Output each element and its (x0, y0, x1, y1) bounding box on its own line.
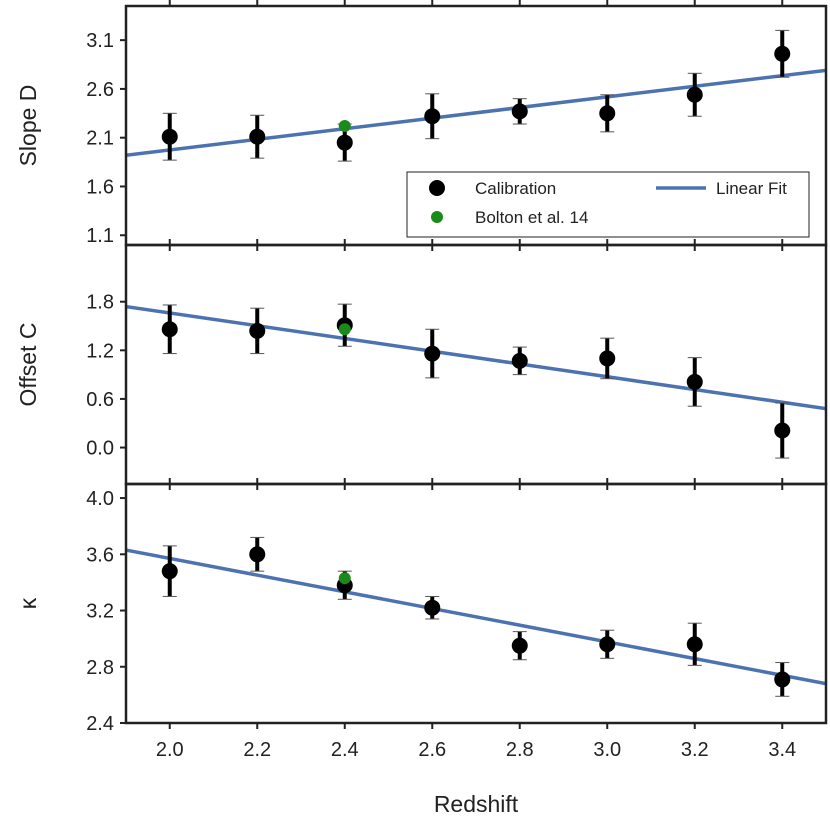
legend-label-bolton: Bolton et al. 14 (475, 208, 588, 227)
y-tick-label: 2.8 (86, 657, 114, 679)
calibration-point (774, 45, 791, 62)
legend-label-calibration: Calibration (475, 179, 556, 198)
y-tick-label: 0.6 (86, 389, 114, 411)
calibration-point (424, 345, 441, 362)
calibration-point (249, 322, 266, 339)
legend-marker-bolton (431, 211, 443, 223)
y-tick-label: 1.8 (86, 292, 114, 314)
y-tick-label: 0.0 (86, 438, 114, 460)
legend-box (406, 171, 810, 238)
y-tick-label: 3.2 (86, 601, 114, 623)
x-tick-label: 2.6 (418, 739, 446, 761)
calibration-point (599, 105, 616, 122)
calibration-point (424, 599, 441, 616)
y-axis-label: Slope D (15, 85, 41, 167)
calibration-point (511, 352, 528, 369)
bolton-point (338, 119, 351, 132)
calibration-point (686, 86, 703, 103)
calibration-point (599, 636, 616, 653)
panel-slope-d: 1.1 1.6 2.1 2.6 3.1 Slope D (15, 0, 828, 251)
panels-layer: 1.1 1.6 2.1 2.6 3.1 Slope D 0.0 0.6 1.2 1.8 Offset… (15, 0, 828, 735)
legend: Calibration Bolton et al. 14 Linear Fit (406, 171, 810, 238)
x-tick-label: 2.2 (243, 739, 271, 761)
y-tick-label: 1.2 (86, 340, 114, 362)
x-tick-label: 3.0 (593, 739, 621, 761)
y-tick-label: 2.1 (86, 128, 114, 150)
y-tick-label: 2.4 (86, 713, 114, 735)
calibration-point (774, 422, 791, 439)
calibration-point (424, 108, 441, 125)
y-axis-label: κ (15, 597, 41, 609)
y-tick-label: 3.6 (86, 544, 114, 566)
legend-marker-calibration (429, 180, 445, 196)
calibration-point (686, 636, 703, 653)
panel-kappa: 2.4 2.8 3.2 3.6 4.0 κ (15, 478, 828, 735)
y-axis-label: Offset C (15, 323, 41, 407)
calibration-point (774, 671, 791, 688)
y-tick-label: 4.0 (86, 488, 114, 510)
calibration-point (249, 546, 266, 563)
calibration-point (336, 134, 353, 151)
calibration-point (161, 128, 178, 145)
panel-frame (124, 482, 828, 725)
x-axis: 2.0 2.2 2.4 2.6 2.8 3.0 3.2 3.4 Redshift (156, 739, 796, 817)
x-tick-label: 3.2 (681, 739, 709, 761)
bolton-point (338, 572, 351, 585)
calibration-point (511, 103, 528, 120)
y-tick-label: 1.6 (86, 176, 114, 198)
y-tick-label: 3.1 (86, 30, 114, 52)
calibration-point (161, 321, 178, 338)
bolton-point (338, 323, 351, 336)
legend-label-linear-fit: Linear Fit (716, 179, 787, 198)
calibration-point (161, 563, 178, 580)
panel-offset-c: 0.0 0.6 1.2 1.8 Offset C (15, 239, 828, 490)
x-tick-label: 2.0 (156, 739, 184, 761)
fit-line (126, 304, 826, 411)
x-axis-label: Redshift (434, 791, 519, 817)
x-tick-label: 2.4 (331, 739, 359, 761)
calibration-point (686, 373, 703, 390)
fit-line (126, 68, 826, 157)
y-tick-label: 2.6 (86, 79, 114, 101)
y-tick-label: 1.1 (86, 225, 114, 247)
x-tick-label: 3.4 (768, 739, 796, 761)
calibration-point (599, 350, 616, 367)
panel-frame (124, 243, 828, 486)
calibration-point (511, 637, 528, 654)
calibration-point (249, 128, 266, 145)
fit-line (126, 548, 826, 686)
x-tick-label: 2.8 (506, 739, 534, 761)
